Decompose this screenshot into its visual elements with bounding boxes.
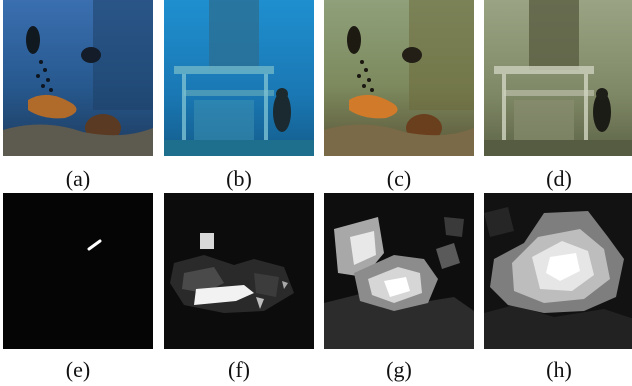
caption-b: (b)	[226, 166, 252, 191]
panel-b-image	[164, 0, 314, 156]
panel-f-saliency	[164, 193, 314, 349]
panel-d-image	[484, 0, 632, 156]
panel-c-image	[324, 0, 474, 156]
caption-f: (f)	[228, 357, 250, 382]
caption-g: (g)	[386, 357, 412, 382]
caption-d: (d)	[546, 166, 572, 191]
panel-h-saliency	[484, 193, 632, 349]
caption-e: (e)	[65, 357, 91, 382]
panel-g-saliency	[324, 193, 474, 349]
caption-a: (a)	[65, 166, 91, 191]
panel-e-saliency	[3, 193, 153, 349]
caption-c: (c)	[386, 166, 412, 191]
panel-a-image	[3, 0, 153, 156]
caption-h: (h)	[546, 357, 572, 382]
